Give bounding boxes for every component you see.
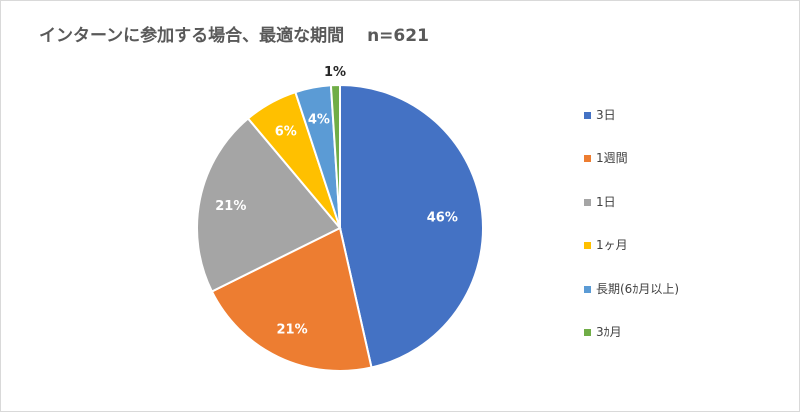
legend-label: 1ヶ月 bbox=[596, 238, 628, 253]
legend-swatch bbox=[584, 198, 591, 206]
data-label-4: 6% bbox=[275, 125, 297, 140]
pie-slice-6 bbox=[329, 83, 341, 229]
legend-item-5: 長期(6ｶ月以上) bbox=[584, 281, 679, 324]
legend-swatch bbox=[584, 155, 591, 163]
legend-label: 3日 bbox=[596, 108, 616, 122]
pie-slice-3 bbox=[196, 117, 342, 293]
legend-item-1: 3日 bbox=[584, 107, 679, 150]
legend-swatch bbox=[584, 328, 591, 336]
legend-label: 長期(6ｶ月以上) bbox=[596, 281, 679, 296]
pie-data-labels: 46% 21% 21% 6% 4% 1% bbox=[215, 65, 458, 338]
legend-item-2: 1週間 bbox=[584, 150, 679, 193]
data-label-1: 46% bbox=[427, 211, 458, 226]
data-label-5: 4% bbox=[308, 112, 330, 127]
data-label-2: 21% bbox=[276, 323, 307, 338]
legend: 3日 1週間 1日 1ヶ月長期(6ｶ月以上) 3ｶ月 bbox=[584, 107, 679, 367]
pie-slices bbox=[196, 83, 484, 372]
chart-title: インターンに参加する場合、最適な期間 n=621 bbox=[39, 26, 429, 46]
legend-swatch bbox=[584, 242, 591, 250]
legend-swatch bbox=[584, 112, 591, 119]
legend-item-3: 1日 bbox=[584, 194, 679, 237]
data-label-6: 1% bbox=[324, 65, 346, 80]
legend-item-6: 3ｶ月 bbox=[584, 324, 679, 367]
legend-label: 3ｶ月 bbox=[596, 324, 622, 339]
legend-item-4: 1ヶ月 bbox=[584, 237, 679, 280]
data-label-3: 21% bbox=[215, 199, 246, 214]
legend-swatch bbox=[584, 285, 591, 293]
legend-label: 1日 bbox=[596, 194, 616, 209]
pie-slice-2 bbox=[210, 226, 373, 372]
pie-slice-1 bbox=[339, 83, 484, 369]
legend-label: 1週間 bbox=[596, 151, 628, 166]
